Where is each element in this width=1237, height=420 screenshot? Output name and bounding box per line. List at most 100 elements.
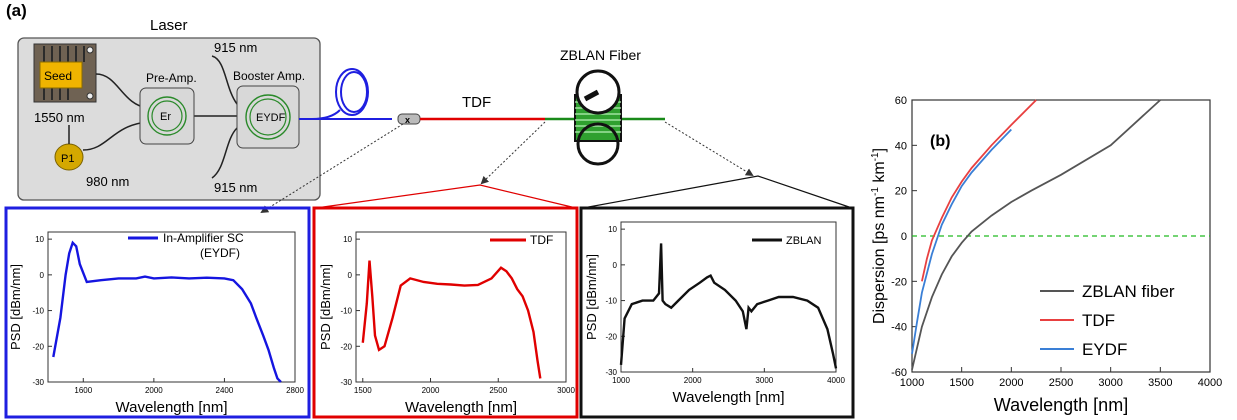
chart-psd-eydf: 10 0 -10 -20 -30 1600 2000 2400 2800 Wavelength [… bbox=[8, 231, 304, 416]
spectrum-line bbox=[52, 240, 282, 383]
svg-text:x: x bbox=[405, 115, 410, 125]
series-line-tdf bbox=[921, 99, 1037, 282]
seed-heatsink-fins bbox=[43, 46, 85, 100]
y-tick-label: -30 bbox=[340, 378, 352, 387]
y-tick-label: -20 bbox=[32, 342, 44, 351]
y-axis-label: Dispersion [ps nm-1 km-1] bbox=[870, 148, 888, 324]
x-axis-label: Wavelength [nm] bbox=[673, 389, 785, 406]
x-axis-label: Wavelength [nm] bbox=[116, 399, 228, 416]
legend-label: TDF bbox=[530, 233, 553, 247]
eydf-output-fiber bbox=[299, 68, 392, 120]
y-tick-label: 40 bbox=[895, 140, 907, 152]
x-tick-label: 1000 bbox=[900, 377, 924, 389]
y-axis-label-part: -1 bbox=[870, 187, 881, 196]
legend-sublabel: (EYDF) bbox=[200, 246, 240, 260]
x-tick-label: 3500 bbox=[1148, 377, 1172, 389]
x-tick-label: 2000 bbox=[999, 377, 1023, 389]
x-tick-label: 3000 bbox=[557, 386, 575, 395]
zblan-fiber-label: ZBLAN Fiber bbox=[560, 47, 641, 63]
legend-label: EYDF bbox=[1082, 340, 1127, 359]
frame-eydf bbox=[4, 206, 311, 419]
y-tick-label: -20 bbox=[891, 276, 907, 288]
zoom-guides bbox=[260, 121, 754, 214]
y-tick-label: -30 bbox=[605, 368, 617, 377]
plot-frame bbox=[47, 231, 296, 383]
y-axis-label-part: km bbox=[871, 161, 888, 187]
tdf-label: TDF bbox=[462, 94, 491, 111]
x-tick-label: 1000 bbox=[612, 376, 630, 385]
y-tick-label: 0 bbox=[613, 261, 618, 270]
legend-label: ZBLAN fiber bbox=[1082, 282, 1175, 301]
pump-p1-label: P1 bbox=[61, 153, 74, 165]
y-tick-label: -20 bbox=[340, 342, 352, 351]
y-axis-label-part: -1 bbox=[870, 152, 881, 161]
frame-zblan bbox=[579, 206, 855, 419]
y-tick-label: -40 bbox=[891, 322, 907, 334]
preamp-core: Er bbox=[160, 111, 171, 123]
x-tick-label: 2500 bbox=[1049, 377, 1073, 389]
series-line-eydf bbox=[911, 128, 1012, 355]
y-tick-label: 10 bbox=[608, 225, 617, 234]
spectrum-line bbox=[619, 243, 838, 369]
legend-label: In-Amplifier SC bbox=[163, 231, 244, 245]
y-axis-label-part: Dispersion [ps nm bbox=[871, 196, 888, 324]
x-tick-label: 4000 bbox=[1198, 377, 1222, 389]
x-tick-label: 2000 bbox=[684, 376, 702, 385]
zblan-spool bbox=[574, 69, 622, 166]
y-axis-label-part: ] bbox=[871, 148, 888, 152]
panel-a-label: (a) bbox=[6, 1, 27, 20]
x-axis-label: Wavelength [nm] bbox=[405, 399, 517, 416]
x-tick-label: 2400 bbox=[216, 386, 234, 395]
x-tick-label: 3000 bbox=[755, 376, 773, 385]
zoom-wedge-tdf bbox=[315, 184, 577, 209]
x-tick-label: 1500 bbox=[354, 386, 372, 395]
booster-core: EYDF bbox=[256, 112, 286, 124]
frame-tdf bbox=[312, 206, 579, 419]
seed-wavelength: 1550 nm bbox=[34, 110, 85, 125]
x-axis-label: Wavelength [nm] bbox=[994, 395, 1128, 415]
zoom-wedge-zblan bbox=[582, 175, 853, 209]
plot-frame bbox=[620, 221, 837, 373]
y-tick-label: 0 bbox=[901, 231, 907, 243]
x-tick-label: 2500 bbox=[489, 386, 507, 395]
y-tick-label: -30 bbox=[32, 378, 44, 387]
laser-title: Laser bbox=[150, 17, 188, 34]
x-tick-label: 3000 bbox=[1098, 377, 1122, 389]
y-tick-label: 20 bbox=[895, 186, 907, 198]
y-axis-label: PSD [dBm/nm] bbox=[584, 254, 599, 340]
seed-chip bbox=[39, 61, 83, 89]
pump-p1-wavelength: 980 nm bbox=[86, 174, 129, 189]
x-tick-label: 4000 bbox=[827, 376, 845, 385]
y-tick-label: -20 bbox=[605, 332, 617, 341]
y-tick-label: 0 bbox=[40, 271, 45, 280]
x-tick-label: 2000 bbox=[145, 386, 163, 395]
y-axis-label: PSD [dBm/nm] bbox=[318, 264, 333, 350]
y-tick-label: 10 bbox=[343, 235, 352, 244]
y-tick-label: -10 bbox=[32, 307, 44, 316]
y-tick-label: -60 bbox=[891, 367, 907, 379]
pump-bottom-wavelength: 915 nm bbox=[214, 180, 257, 195]
panel-b-label: (b) bbox=[930, 133, 950, 150]
series-line-zblan-fiber bbox=[911, 99, 1161, 370]
pump-top-wavelength: 915 nm bbox=[214, 40, 257, 55]
booster-label: Booster Amp. bbox=[233, 69, 305, 83]
legend-label: ZBLAN bbox=[786, 235, 822, 247]
seed-label: Seed bbox=[44, 69, 72, 83]
preamp-label: Pre-Amp. bbox=[146, 71, 197, 85]
x-tick-label: 1600 bbox=[74, 386, 92, 395]
y-axis-label: PSD [dBm/nm] bbox=[8, 264, 23, 350]
legend-label: TDF bbox=[1082, 311, 1115, 330]
y-tick-label: 0 bbox=[348, 271, 353, 280]
y-tick-label: 60 bbox=[895, 95, 907, 107]
y-tick-label: -10 bbox=[340, 307, 352, 316]
x-tick-label: 1500 bbox=[949, 377, 973, 389]
y-tick-label: 10 bbox=[35, 235, 44, 244]
spectrum-line bbox=[361, 260, 542, 379]
plot-frame bbox=[355, 231, 567, 383]
x-tick-label: 2800 bbox=[286, 386, 304, 395]
y-tick-label: -10 bbox=[605, 297, 617, 306]
